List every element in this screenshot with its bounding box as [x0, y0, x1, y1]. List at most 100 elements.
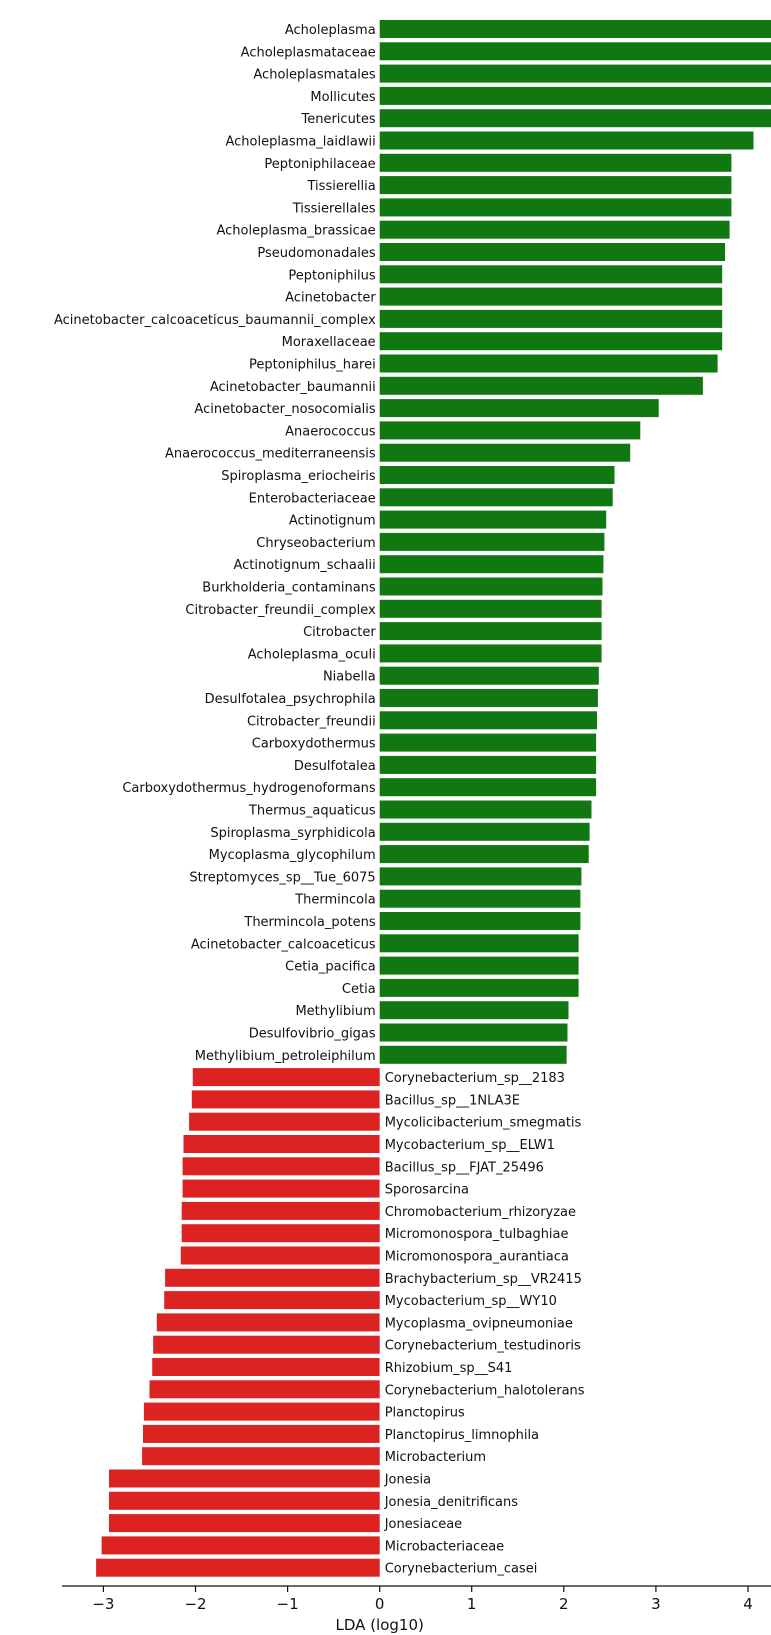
- category-label: Chryseobacterium: [256, 536, 375, 551]
- bar-Mycoplasma_ovipneumoniae: [156, 1313, 380, 1332]
- category-label: Actinotignum_schaalii: [233, 558, 375, 573]
- category-label: Brachybacterium_sp__VR2415: [385, 1272, 582, 1287]
- category-label: Acinetobacter: [285, 291, 376, 306]
- bar-Jonesia: [109, 1469, 380, 1488]
- category-label: Anaerococcus: [285, 424, 376, 439]
- category-label: Bacillus_sp__1NLA3E: [385, 1093, 520, 1108]
- bar-Acholeplasma_brassicae: [379, 220, 730, 239]
- bar-Corynebacterium_testudinoris: [153, 1335, 380, 1354]
- category-label: Mycobacterium_sp__ELW1: [385, 1138, 555, 1153]
- category-label: Mollicutes: [310, 90, 375, 105]
- bar-Desulfotalea: [379, 755, 597, 774]
- bar-Chromobacterium_rhizoryzae: [181, 1201, 380, 1220]
- category-label: Tenericutes: [301, 112, 376, 127]
- bar-Desulfotalea_psychrophila: [379, 689, 598, 707]
- category-label: Tissierellia: [307, 179, 376, 194]
- category-label: Mycoplasma_glycophilum: [209, 848, 376, 863]
- bar-Acholeplasma_oculi: [379, 644, 602, 663]
- category-label: Chromobacterium_rhizoryzae: [385, 1205, 576, 1220]
- category-label: Microbacterium: [385, 1450, 486, 1465]
- bar-Corynebacterium_sp__2183: [192, 1068, 380, 1087]
- bar-Bacillus_sp__FJAT_25496: [182, 1157, 380, 1176]
- category-label: Acholeplasma: [285, 23, 376, 38]
- bar-Planctopirus: [143, 1402, 380, 1421]
- category-label: Desulfotalea: [294, 759, 376, 774]
- bar-Acholeplasma_laidlawii: [379, 131, 754, 150]
- category-label: Acinetobacter_calcoaceticus_baumannii_co…: [54, 313, 376, 328]
- category-label: Microbacteriaceae: [385, 1539, 504, 1554]
- bar-Chryseobacterium: [379, 532, 605, 551]
- bar-Bacillus_sp__1NLA3E: [191, 1090, 380, 1109]
- bar-Corynebacterium_casei: [96, 1558, 380, 1577]
- category-label: Acinetobacter_nosocomialis: [194, 402, 376, 417]
- category-label: Micromonospora_tulbaghiae: [385, 1227, 569, 1242]
- bar-Pseudomonadales: [379, 243, 725, 261]
- bar-Tissierellales: [379, 198, 732, 217]
- category-label: Streptomyces_sp__Tue_6075: [189, 870, 375, 885]
- bar-Peptoniphilaceae: [379, 153, 732, 172]
- bar-Acinetobacter_calcoaceticus_baumannii_complex: [379, 309, 723, 328]
- category-label: Thermus_aquaticus: [248, 804, 376, 819]
- bar-Microbacteriaceae: [101, 1536, 380, 1555]
- bar-Acholeplasma: [379, 20, 771, 38]
- bar-Mycobacterium_sp__ELW1: [183, 1135, 380, 1153]
- bar-Jonesiaceae: [109, 1514, 380, 1533]
- bar-Citrobacter: [379, 622, 602, 641]
- category-label: Peptoniphilus_harei: [249, 358, 376, 373]
- bar-Thermincola: [379, 889, 581, 908]
- category-label: Acholeplasma_brassicae: [217, 224, 376, 239]
- category-label: Anaerococcus_mediterraneensis: [165, 447, 376, 462]
- bar-Peptoniphilus: [379, 265, 723, 284]
- category-label: Planctopirus: [385, 1406, 465, 1421]
- x-tick-label: 0: [375, 1595, 385, 1613]
- bar-Thermus_aquaticus: [379, 800, 592, 819]
- category-label: Jonesia: [384, 1473, 431, 1488]
- category-label: Corynebacterium_halotolerans: [385, 1383, 585, 1398]
- bar-Brachybacterium_sp__VR2415: [165, 1268, 380, 1287]
- category-label: Acholeplasmataceae: [241, 45, 376, 60]
- category-label: Mycobacterium_sp__WY10: [385, 1294, 557, 1309]
- x-tick-label: 1: [467, 1595, 477, 1613]
- bars-layer: [96, 20, 771, 1577]
- category-label: Acholeplasmatales: [253, 68, 376, 83]
- x-tick-label: −2: [184, 1595, 206, 1613]
- category-label: Rhizobium_sp__S41: [385, 1361, 513, 1376]
- bar-Micromonospora_aurantiaca: [180, 1246, 380, 1265]
- category-label: Peptoniphilus: [288, 268, 375, 283]
- category-label: Bacillus_sp__FJAT_25496: [385, 1160, 544, 1175]
- category-label: Pseudomonadales: [257, 246, 375, 261]
- bar-Microbacterium: [142, 1447, 380, 1466]
- category-label: Desulfovibrio_gigas: [249, 1027, 376, 1042]
- category-labels-layer: Acholeplasma Acholeplasmataceae Acholeplas…: [54, 23, 585, 1577]
- category-label: Thermincola: [294, 893, 376, 908]
- bar-Corynebacterium_halotolerans: [149, 1380, 380, 1399]
- category-label: Citrobacter: [303, 625, 376, 640]
- category-label: Niabella: [323, 670, 376, 685]
- bar-Acholeplasmataceae: [379, 42, 771, 61]
- bar-Acinetobacter_baumannii: [379, 376, 703, 395]
- bar-Mycoplasma_glycophilum: [379, 845, 589, 864]
- category-label: Carboxydothermus: [252, 737, 376, 752]
- category-label: Burkholderia_contaminans: [202, 581, 376, 596]
- bar-Planctopirus_limnophila: [143, 1424, 380, 1443]
- category-label: Spiroplasma_eriocheiris: [221, 469, 376, 484]
- category-label: Methylibium_petroleiphilum: [195, 1049, 376, 1064]
- bar-Spiroplasma_eriocheiris: [379, 466, 615, 484]
- bar-Micromonospora_tulbaghiae: [181, 1224, 380, 1243]
- x-tick-label: 2: [559, 1595, 569, 1613]
- bar-Enterobacteriaceae: [379, 488, 613, 507]
- x-axis-label: LDA (log10): [336, 1616, 424, 1634]
- bar-Rhizobium_sp__S41: [152, 1358, 380, 1376]
- category-label: Micromonospora_aurantiaca: [385, 1250, 569, 1265]
- category-label: Methylibium: [295, 1004, 375, 1019]
- category-label: Actinotignum: [289, 514, 376, 529]
- category-label: Jonesia_denitrificans: [384, 1495, 519, 1510]
- bar-Carboxydothermus_hydrogenoformans: [379, 778, 597, 797]
- category-label: Citrobacter_freundii: [247, 714, 376, 729]
- bar-Thermincola_potens: [379, 912, 581, 930]
- bar-Mycobacterium_sp__WY10: [164, 1291, 380, 1310]
- bar-Carboxydothermus: [379, 733, 597, 752]
- bar-Burkholderia_contaminans: [379, 577, 603, 596]
- bar-Acinetobacter_calcoaceticus: [379, 934, 579, 953]
